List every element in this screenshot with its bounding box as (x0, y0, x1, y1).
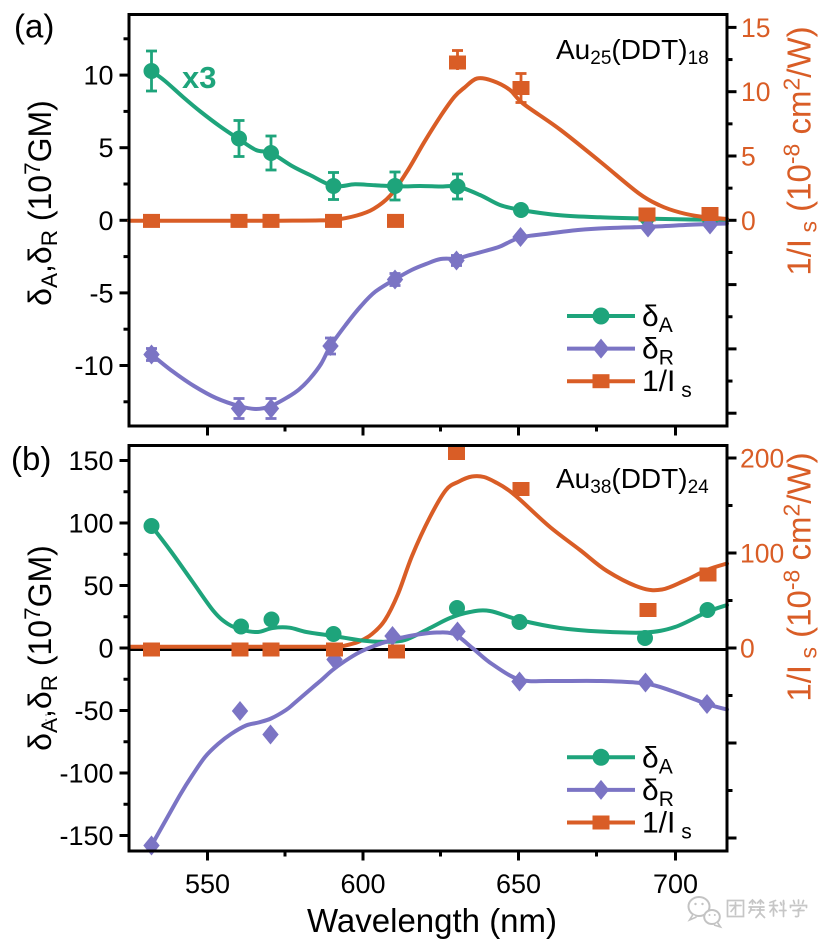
svg-text:Au25(DDT)18: Au25(DDT)18 (556, 34, 709, 69)
svg-text:150: 150 (68, 446, 113, 476)
svg-text:650: 650 (496, 869, 541, 899)
svg-text:Au38(DDT)24: Au38(DDT)24 (556, 463, 709, 498)
svg-text:100: 100 (68, 509, 113, 539)
svg-text:-100: -100 (59, 759, 113, 789)
svg-text:x3: x3 (182, 60, 216, 95)
svg-text:(b): (b) (11, 440, 51, 477)
svg-text:600: 600 (340, 869, 385, 899)
svg-text:15: 15 (741, 13, 770, 43)
svg-text:50: 50 (83, 571, 113, 601)
svg-text:10: 10 (741, 77, 770, 107)
svg-text:δA,δR (107GM): δA,δR (107GM) (20, 100, 62, 306)
svg-text:0: 0 (740, 634, 755, 664)
svg-text:δR: δR (642, 333, 674, 370)
svg-text:700: 700 (653, 869, 698, 899)
svg-text:5: 5 (98, 133, 113, 163)
svg-text:-50: -50 (74, 696, 113, 726)
svg-text:-10: -10 (74, 351, 113, 381)
svg-text:(a): (a) (14, 8, 54, 45)
svg-text:10: 10 (83, 61, 113, 91)
svg-text:550: 550 (185, 869, 230, 899)
svg-text:0: 0 (741, 206, 756, 236)
svg-text:δA,δR (107GM): δA,δR (107GM) (20, 545, 62, 751)
svg-text:0: 0 (98, 206, 113, 236)
svg-text:5: 5 (741, 142, 756, 172)
svg-text:100: 100 (740, 539, 784, 569)
svg-text:Wavelength (nm): Wavelength (nm) (307, 902, 557, 939)
svg-text:200: 200 (740, 444, 784, 474)
svg-text:0: 0 (98, 634, 113, 664)
svg-text:-150: -150 (59, 821, 113, 851)
svg-text:-5: -5 (89, 278, 113, 308)
